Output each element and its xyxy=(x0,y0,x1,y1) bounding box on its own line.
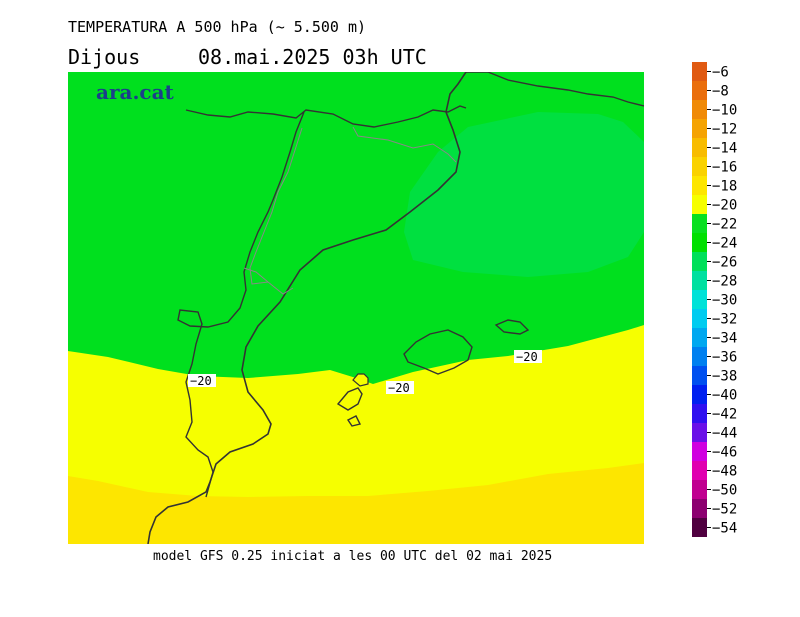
color-scale-legend: −6 −8 −10 −12 −14 −16 −18 −20 −22 −24 −26 −28 −30 −32… xyxy=(692,62,737,537)
legend-swatch xyxy=(692,81,707,100)
legend-swatch xyxy=(692,62,707,81)
legend-label: −18 xyxy=(712,179,737,195)
svg-text:−20: −20 xyxy=(190,374,212,388)
legend-swatch xyxy=(692,404,707,423)
legend-label: −12 xyxy=(712,122,737,138)
border-line xyxy=(185,105,467,128)
border-line xyxy=(466,72,644,107)
legend-swatch xyxy=(692,271,707,290)
legend-swatch xyxy=(692,385,707,404)
legend-label: −38 xyxy=(712,369,737,385)
legend-label: −50 xyxy=(712,483,737,499)
legend-label: −10 xyxy=(712,103,737,119)
legend-label: −14 xyxy=(712,141,737,157)
contour-label: −20 xyxy=(514,350,542,364)
legend-swatch xyxy=(692,100,707,119)
legend-swatch xyxy=(692,461,707,480)
forecast-datetime: 08.mai.2025 03h UTC xyxy=(198,45,427,69)
legend-swatch xyxy=(692,499,707,518)
legend-label: −52 xyxy=(712,502,737,518)
legend-label: −40 xyxy=(712,388,737,404)
legend-label: −32 xyxy=(712,312,737,328)
legend-swatch xyxy=(692,176,707,195)
legend-label: −24 xyxy=(712,236,737,252)
legend-label: −30 xyxy=(712,293,737,309)
legend-swatch xyxy=(692,214,707,233)
legend-swatch xyxy=(692,328,707,347)
legend-swatch xyxy=(692,290,707,309)
model-info: model GFS 0.25 iniciat a les 00 UTC del … xyxy=(153,549,553,564)
coastline xyxy=(147,72,467,544)
legend-label: −48 xyxy=(712,464,737,480)
legend-label: −6 xyxy=(712,65,729,81)
legend-swatch xyxy=(692,366,707,385)
legend-label: −22 xyxy=(712,217,737,233)
regional-boundary xyxy=(352,126,457,163)
legend-swatch xyxy=(692,252,707,271)
legend-swatch xyxy=(692,442,707,461)
island-ibiza xyxy=(336,387,363,411)
temperature-map: ara.cat −20 −20 −20 xyxy=(68,72,644,544)
svg-text:−20: −20 xyxy=(388,381,410,395)
island-menorca xyxy=(494,319,530,335)
legend-label: −28 xyxy=(712,274,737,290)
border-line xyxy=(177,111,305,498)
legend-label: −54 xyxy=(712,521,737,537)
legend-label: −20 xyxy=(712,198,737,214)
map-title: TEMPERATURA A 500 hPa (~ 5.500 m) xyxy=(68,18,367,36)
field-orange xyxy=(68,463,644,544)
legend-swatch xyxy=(692,309,707,328)
legend-swatch xyxy=(692,423,707,442)
legend-swatch xyxy=(692,138,707,157)
legend-label: −42 xyxy=(712,407,737,423)
legend-label: −8 xyxy=(712,84,729,100)
legend-swatch xyxy=(692,119,707,138)
legend-swatch xyxy=(692,233,707,252)
contour-label: −20 xyxy=(386,381,414,395)
legend-swatch xyxy=(692,157,707,176)
island-mallorca xyxy=(403,329,473,375)
legend-label: −16 xyxy=(712,160,737,176)
legend-label: −26 xyxy=(712,255,737,271)
svg-text:−20: −20 xyxy=(516,350,538,364)
legend-swatch xyxy=(692,195,707,214)
ara-cat-logo: ara.cat xyxy=(96,80,175,104)
legend-label: −34 xyxy=(712,331,737,347)
field-cold-pocket xyxy=(404,112,644,277)
legend-swatch xyxy=(692,518,707,537)
forecast-day: Dijous xyxy=(68,45,141,69)
legend-swatch xyxy=(692,347,707,366)
legend-label: −46 xyxy=(712,445,737,461)
island-formentera xyxy=(346,415,362,427)
legend-label: −44 xyxy=(712,426,737,442)
regional-boundary xyxy=(243,127,303,295)
legend-swatch xyxy=(692,480,707,499)
legend-label: −36 xyxy=(712,350,737,366)
island-pelican xyxy=(352,373,369,387)
contour-label: −20 xyxy=(188,374,216,388)
